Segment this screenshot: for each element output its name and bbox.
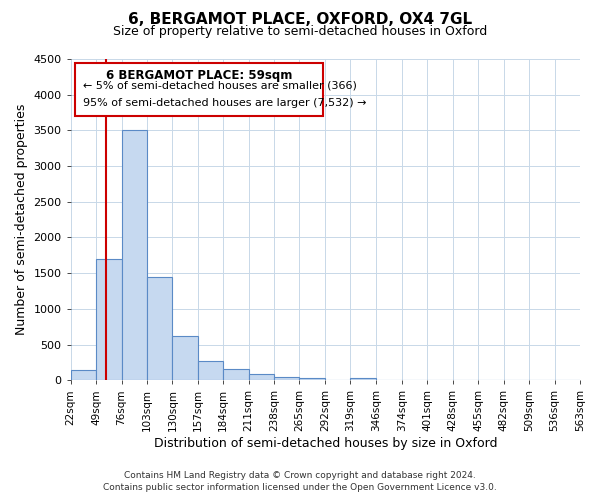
Text: 95% of semi-detached houses are larger (7,532) →: 95% of semi-detached houses are larger (… <box>83 98 367 108</box>
Bar <box>122 130 147 380</box>
Bar <box>198 361 223 380</box>
X-axis label: Distribution of semi-detached houses by size in Oxford: Distribution of semi-detached houses by … <box>154 437 497 450</box>
Bar <box>172 336 198 380</box>
Text: Contains HM Land Registry data © Crown copyright and database right 2024.: Contains HM Land Registry data © Crown c… <box>124 471 476 480</box>
Text: Contains public sector information licensed under the Open Government Licence v3: Contains public sector information licen… <box>103 484 497 492</box>
Bar <box>350 378 376 380</box>
Text: 6 BERGAMOT PLACE: 59sqm: 6 BERGAMOT PLACE: 59sqm <box>106 69 292 82</box>
Y-axis label: Number of semi-detached properties: Number of semi-detached properties <box>15 104 28 336</box>
Bar <box>223 368 248 380</box>
Bar <box>248 374 274 380</box>
Bar <box>96 259 122 380</box>
Text: ← 5% of semi-detached houses are smaller (366): ← 5% of semi-detached houses are smaller… <box>83 80 357 90</box>
Bar <box>147 277 172 380</box>
Text: Size of property relative to semi-detached houses in Oxford: Size of property relative to semi-detach… <box>113 25 487 38</box>
FancyBboxPatch shape <box>76 62 323 116</box>
Bar <box>299 378 325 380</box>
Bar <box>71 370 96 380</box>
Bar <box>274 377 299 380</box>
Text: 6, BERGAMOT PLACE, OXFORD, OX4 7GL: 6, BERGAMOT PLACE, OXFORD, OX4 7GL <box>128 12 472 28</box>
